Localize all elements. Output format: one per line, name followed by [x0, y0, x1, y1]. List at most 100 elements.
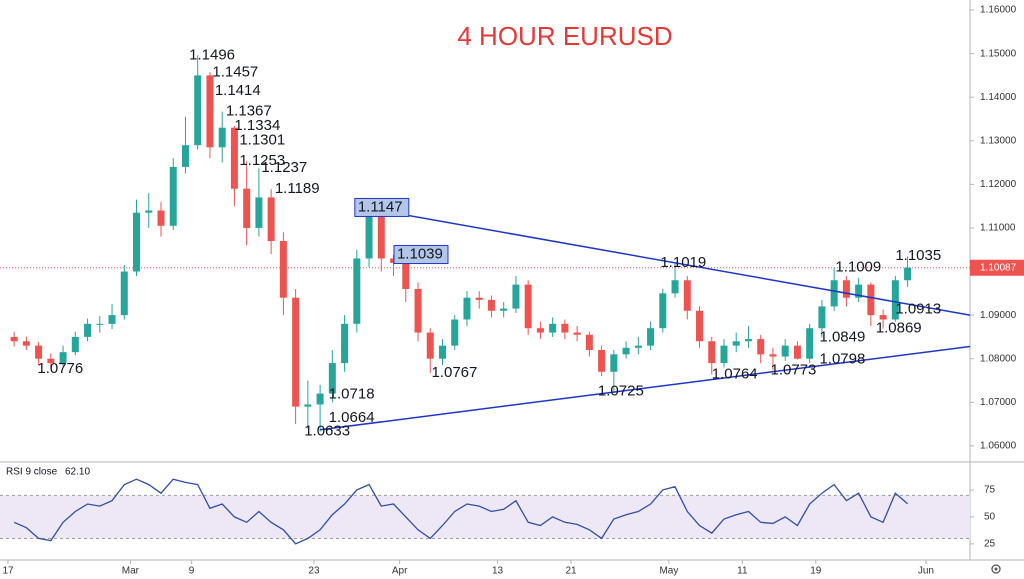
last-price-box — [970, 259, 1024, 276]
candle-body — [867, 284, 875, 316]
candle-body — [402, 262, 410, 289]
indicator-value: 62.10 — [65, 467, 90, 478]
price-annotation: 1.1019 — [660, 254, 706, 271]
candle-body — [744, 339, 752, 342]
candle-body — [622, 347, 630, 355]
candle-body — [451, 319, 459, 346]
candle-body — [206, 75, 214, 148]
candle-body — [120, 271, 128, 316]
price-annotation: 1.1253 — [239, 152, 285, 169]
candle-body — [365, 210, 373, 259]
candle-body — [610, 354, 618, 372]
candle-body — [47, 358, 55, 364]
price-annotation: 1.1189 — [275, 180, 320, 197]
price-annotation: 1.0869 — [876, 320, 922, 337]
candle-body — [328, 363, 336, 394]
trendline — [362, 206, 971, 316]
candle-body — [855, 284, 863, 298]
settings-gear-center — [994, 567, 998, 571]
y-tick-label: 1.15000 — [980, 48, 1017, 59]
x-tick-label: May — [659, 566, 678, 577]
rsi-y-tick-label: 75 — [984, 485, 996, 496]
annotation-box — [354, 197, 410, 217]
y-tick-label: 1.14000 — [980, 92, 1017, 103]
candle-body — [475, 297, 483, 300]
y-tick-label: 1.09000 — [980, 310, 1017, 321]
candle-body — [512, 284, 520, 309]
candle-body — [230, 127, 238, 189]
candle-body — [683, 280, 691, 311]
price-annotation: 1.0764 — [712, 365, 758, 382]
candle-body — [793, 345, 801, 359]
candle-body — [573, 332, 581, 335]
candle-body — [696, 310, 704, 342]
candle-body — [316, 393, 324, 405]
y-tick-label: 1.06000 — [980, 441, 1017, 452]
x-tick-label: 17 — [2, 566, 14, 577]
candle-body — [647, 328, 655, 346]
price-annotation: 1.0767 — [431, 364, 477, 381]
candle-body — [585, 334, 593, 350]
candle-body — [133, 212, 141, 272]
candle-body — [267, 197, 275, 242]
rsi-line — [13, 478, 909, 545]
candle-body — [96, 323, 104, 325]
price-annotation: 1.0725 — [598, 382, 644, 399]
y-tick-label: 1.07000 — [980, 397, 1017, 408]
candle-body — [145, 210, 153, 213]
candle-body — [659, 293, 667, 329]
candle-body — [549, 323, 557, 333]
settings-icon[interactable] — [991, 564, 1001, 574]
price-annotation: 1.1237 — [261, 159, 307, 176]
candle-body — [732, 341, 740, 346]
candle-body — [108, 315, 116, 324]
x-tick-label: Apr — [392, 566, 408, 577]
candle-body — [757, 339, 765, 355]
price-annotation: 1.1035 — [895, 247, 941, 264]
price-annotation: 1.1457 — [212, 63, 258, 80]
candle-body — [377, 210, 385, 259]
price-annotation: 1.1334 — [234, 117, 280, 134]
price-annotation: 1.1496 — [189, 46, 235, 63]
candle-body — [218, 127, 226, 148]
price-annotation: 1.1009 — [835, 259, 881, 276]
candle-body — [463, 297, 471, 320]
price-annotation: 1.0773 — [771, 361, 817, 378]
rsi-y-tick-label: 25 — [984, 538, 996, 549]
x-tick-label: 13 — [492, 566, 504, 577]
chart-title: 4 HOUR EURUSD — [457, 21, 672, 51]
boxed-price-annotation: 1.1039 — [397, 246, 443, 263]
price-annotation: 1.0798 — [819, 351, 865, 368]
candle-body — [708, 341, 716, 364]
candle-body — [194, 75, 202, 146]
rsi-band — [0, 495, 970, 539]
candle-body — [438, 345, 446, 359]
candle-body — [304, 404, 312, 407]
candle-body — [157, 210, 165, 226]
x-tick-label: 19 — [810, 566, 822, 577]
candle-body — [598, 349, 606, 372]
candle-body — [634, 345, 642, 348]
candle-body — [84, 323, 92, 337]
y-tick-label: 1.12000 — [980, 179, 1017, 190]
candle-body — [818, 306, 826, 329]
candle-body — [561, 323, 569, 333]
candle-body — [769, 354, 777, 357]
x-tick-label: 11 — [737, 566, 748, 577]
y-tick-label: 1.08000 — [980, 353, 1017, 364]
candle-body — [904, 267, 912, 281]
candle-body — [292, 297, 300, 407]
last-price-label: 1.10087 — [980, 262, 1017, 273]
x-tick-label: Mar — [122, 566, 140, 577]
candle-body — [536, 328, 544, 333]
candle-body — [806, 328, 814, 359]
price-annotation: 1.0849 — [819, 328, 865, 345]
price-annotation: 1.1367 — [226, 103, 272, 120]
candle-body — [341, 323, 349, 364]
candle-body — [71, 336, 79, 353]
candle-body — [59, 352, 67, 364]
x-tick-label: 21 — [565, 566, 577, 577]
price-annotation: 1.0776 — [37, 360, 83, 377]
candle-body — [279, 241, 287, 298]
candle-body — [487, 299, 495, 311]
